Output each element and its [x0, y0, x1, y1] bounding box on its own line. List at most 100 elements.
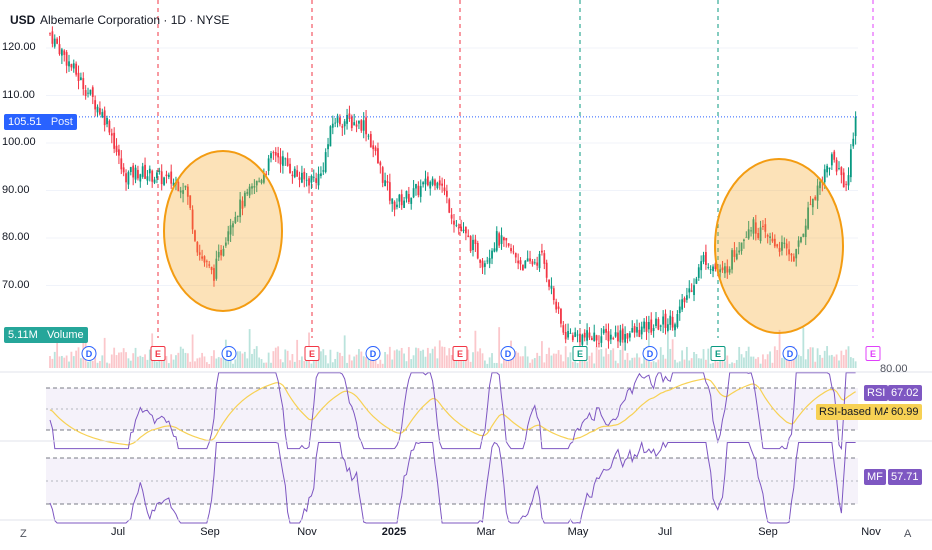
timezone-button[interactable]: Z [20, 528, 27, 540]
volume-bar [795, 349, 798, 368]
chart-gridlines [46, 47, 858, 286]
candle-body [258, 180, 261, 182]
candle-body [438, 180, 441, 186]
volume-bar [198, 357, 201, 368]
volume-bar [583, 357, 586, 368]
volume-tag-label: Volume [46, 329, 84, 341]
candle-body [728, 268, 731, 273]
candle-body [198, 252, 201, 255]
candle-body [396, 204, 398, 208]
volume-bar [167, 363, 170, 368]
volume-bar [215, 358, 218, 368]
volume-bar [548, 347, 550, 368]
candle-body [281, 156, 284, 166]
candle-body [262, 174, 265, 183]
dividend-marker[interactable]: D [221, 346, 237, 361]
candle-body [785, 243, 788, 249]
volume-bar [835, 354, 838, 368]
event-marker-label: D [85, 349, 93, 359]
volume-bar [255, 346, 258, 368]
earnings-marker[interactable]: E [304, 346, 320, 361]
candle-body [260, 180, 263, 184]
volume-bar [377, 363, 379, 368]
candle-body [590, 337, 593, 341]
candle-body [53, 38, 56, 47]
time-axis-tick: 2025 [381, 526, 407, 538]
volume-bar [474, 330, 477, 368]
volume-bar [769, 351, 771, 368]
candle-body [205, 261, 208, 263]
volume-bar [519, 356, 522, 368]
volume-bar [764, 359, 767, 368]
dividend-marker[interactable]: D [81, 346, 97, 361]
earnings-marker[interactable]: E [710, 346, 726, 361]
candle-body [838, 168, 840, 169]
volume-bar [438, 340, 441, 368]
candle-body [493, 248, 496, 252]
candle-body [797, 240, 800, 247]
candle-body [348, 113, 351, 119]
volume-bar [127, 358, 130, 368]
volume-bar [842, 355, 845, 368]
volume-bar [177, 352, 180, 368]
candle-body [239, 199, 242, 218]
volume-bar [146, 359, 149, 368]
rsi-pane [46, 372, 858, 451]
candle-body [811, 198, 814, 208]
candle-body [541, 250, 543, 253]
volume-bar [365, 357, 367, 368]
candle-body [77, 72, 80, 82]
candle-body [331, 123, 334, 128]
candle-body [826, 165, 829, 173]
volume-bar [355, 354, 358, 368]
candle-body [700, 261, 703, 271]
dividend-marker[interactable]: D [500, 346, 516, 361]
earnings-marker[interactable]: E [865, 346, 881, 361]
volume-bar [593, 363, 596, 368]
dividend-marker[interactable]: D [642, 346, 658, 361]
volume-bar [652, 361, 655, 368]
auto-scale-button[interactable]: A [904, 528, 912, 540]
candle-body [593, 332, 596, 342]
volume-bar [579, 360, 581, 368]
candle-body [405, 191, 408, 199]
candle-body [776, 244, 779, 247]
volume-bar [778, 329, 781, 368]
volume-bar [148, 349, 151, 368]
volume-bar [498, 327, 501, 368]
event-marker-label: E [714, 349, 721, 359]
volume-bar [436, 358, 439, 368]
candle-body [802, 233, 805, 237]
candle-body [852, 138, 855, 147]
volume-bar [424, 356, 427, 368]
candle-body [355, 124, 358, 127]
candle-body [526, 258, 529, 262]
volume-bar [422, 349, 425, 368]
volume-bar [533, 358, 536, 368]
candle-body [693, 285, 695, 296]
volume-bar [267, 352, 270, 368]
volume-bar [697, 358, 700, 368]
volume-bar [184, 352, 187, 368]
candle-body [457, 227, 460, 229]
candle-body [481, 260, 484, 268]
volume-bar [819, 354, 821, 368]
volume-bar [740, 354, 743, 368]
volume-bar [303, 360, 306, 368]
candle-body [153, 179, 156, 183]
candle-body [747, 229, 750, 239]
candle-body [222, 248, 225, 256]
volume-bar [358, 349, 360, 368]
dividend-marker[interactable]: D [782, 346, 798, 361]
dividend-marker[interactable]: D [365, 346, 381, 361]
volume-bar [619, 349, 622, 368]
candle-body [424, 178, 427, 185]
symbol-title[interactable]: Albemarle Corporation · 1D · NYSE [40, 13, 229, 27]
earnings-marker[interactable]: E [150, 346, 166, 361]
volume-bar [555, 353, 558, 368]
earnings-marker[interactable]: E [572, 346, 588, 361]
candle-body [412, 188, 415, 198]
volume-bar [472, 352, 474, 368]
earnings-marker[interactable]: E [452, 346, 468, 361]
